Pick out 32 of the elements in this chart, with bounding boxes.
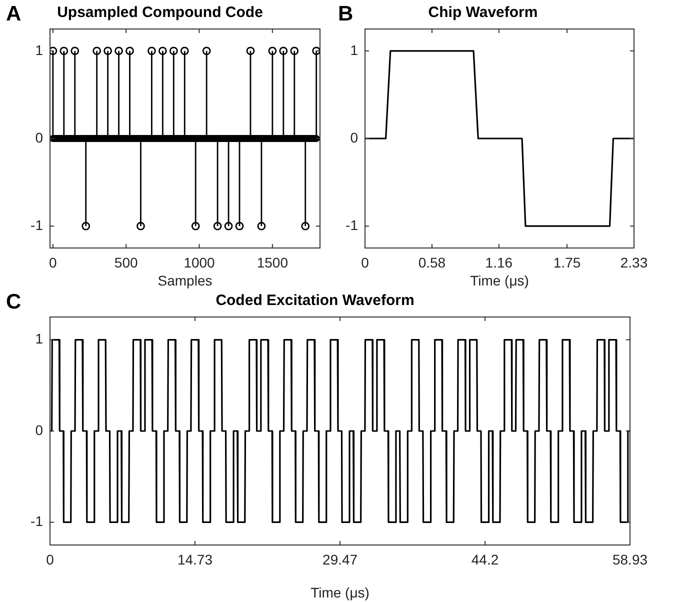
y-tick-label: 0 (35, 129, 44, 146)
x-tick-label: 0 (46, 551, 54, 568)
y-tick-label: 1 (350, 42, 358, 58)
x-tick-label: 29.47 (322, 551, 358, 568)
y-tick-label: -1 (346, 216, 358, 233)
x-tick-label: 0 (361, 254, 370, 270)
x-axis-title: Time (μs) (310, 584, 370, 600)
x-tick-label: 44.2 (471, 551, 499, 568)
x-tick-label: 58.93 (612, 551, 648, 568)
y-tick-label: 1 (35, 330, 44, 347)
y-tick-label: -1 (30, 216, 44, 233)
x-tick-label: 500 (114, 254, 138, 270)
y-tick-label: 0 (350, 129, 358, 146)
text: C (6, 290, 22, 314)
x-tick-label: 1500 (256, 254, 288, 270)
x-tick-label: 2.33 (620, 254, 648, 270)
x-tick-label: 1.16 (485, 254, 513, 270)
y-tick-label: -1 (30, 513, 44, 530)
text: B (338, 2, 354, 26)
x-tick-label: 0.58 (418, 254, 446, 270)
x-axis-title: Time (μs) (470, 272, 529, 288)
chart-title: Chip Waveform (428, 4, 538, 22)
chart-title: Upsampled Compound Code (57, 4, 263, 22)
x-tick-label: 0 (49, 254, 58, 270)
x-tick-label: 1.75 (553, 254, 581, 270)
x-axis-title: Samples (158, 272, 212, 288)
text: A (6, 2, 22, 26)
x-tick-label: 1000 (184, 254, 216, 270)
x-tick-label: 14.73 (177, 551, 213, 568)
chart-title: Coded Excitation Waveform (216, 292, 414, 310)
y-tick-label: 1 (35, 42, 44, 58)
y-tick-label: 0 (35, 422, 44, 438)
